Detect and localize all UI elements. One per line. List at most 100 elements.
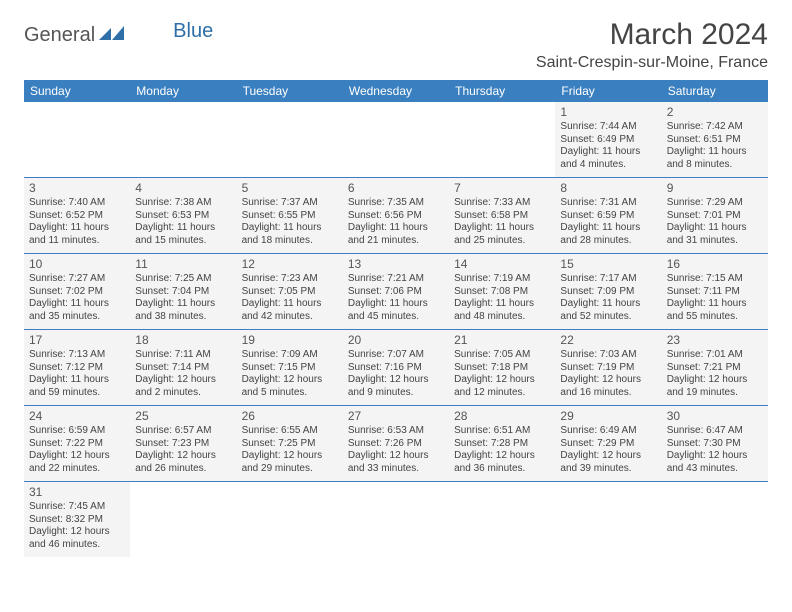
sunset-line: Sunset: 8:32 PM [29,514,125,527]
day-number: 27 [348,409,444,424]
calendar-cell-empty [130,482,236,558]
sunrise-line: Sunrise: 6:51 AM [454,425,550,438]
calendar-cell: 12Sunrise: 7:23 AMSunset: 7:05 PMDayligh… [237,254,343,330]
calendar-cell-empty [662,482,768,558]
daylight-line: Daylight: 11 hours and 21 minutes. [348,222,444,247]
sunrise-line: Sunrise: 7:03 AM [560,349,656,362]
daylight-line: Daylight: 11 hours and 52 minutes. [560,298,656,323]
day-number: 4 [135,181,231,196]
sunrise-line: Sunrise: 7:05 AM [454,349,550,362]
calendar-cell: 29Sunrise: 6:49 AMSunset: 7:29 PMDayligh… [555,406,661,482]
sunset-line: Sunset: 7:15 PM [242,362,338,375]
sunrise-line: Sunrise: 6:53 AM [348,425,444,438]
calendar-cell: 9Sunrise: 7:29 AMSunset: 7:01 PMDaylight… [662,178,768,254]
sunrise-line: Sunrise: 7:44 AM [560,121,656,134]
sunrise-line: Sunrise: 7:29 AM [667,197,763,210]
daylight-line: Daylight: 12 hours and 19 minutes. [667,374,763,399]
sunset-line: Sunset: 7:05 PM [242,286,338,299]
daylight-line: Daylight: 12 hours and 39 minutes. [560,450,656,475]
calendar-cell-empty [237,482,343,558]
sunset-line: Sunset: 6:59 PM [560,210,656,223]
sunrise-line: Sunrise: 6:49 AM [560,425,656,438]
calendar-cell: 4Sunrise: 7:38 AMSunset: 6:53 PMDaylight… [130,178,236,254]
day-number: 24 [29,409,125,424]
calendar-cell-empty [449,482,555,558]
daylight-line: Daylight: 11 hours and 4 minutes. [560,146,656,171]
daylight-line: Daylight: 11 hours and 15 minutes. [135,222,231,247]
daylight-line: Daylight: 12 hours and 12 minutes. [454,374,550,399]
day-number: 9 [667,181,763,196]
weekday-header: Saturday [662,80,768,102]
calendar-cell: 27Sunrise: 6:53 AMSunset: 7:26 PMDayligh… [343,406,449,482]
logo: General Blue [24,24,213,47]
day-number: 16 [667,257,763,272]
sunset-line: Sunset: 7:29 PM [560,438,656,451]
sunrise-line: Sunrise: 7:17 AM [560,273,656,286]
sunset-line: Sunset: 7:25 PM [242,438,338,451]
sunset-line: Sunset: 7:18 PM [454,362,550,375]
sunrise-line: Sunrise: 7:15 AM [667,273,763,286]
day-number: 20 [348,333,444,348]
calendar-cell: 26Sunrise: 6:55 AMSunset: 7:25 PMDayligh… [237,406,343,482]
calendar-cell: 16Sunrise: 7:15 AMSunset: 7:11 PMDayligh… [662,254,768,330]
weekday-header: Monday [130,80,236,102]
calendar-cell: 24Sunrise: 6:59 AMSunset: 7:22 PMDayligh… [24,406,130,482]
day-number: 1 [560,105,656,120]
sunrise-line: Sunrise: 7:35 AM [348,197,444,210]
sunset-line: Sunset: 6:49 PM [560,134,656,147]
daylight-line: Daylight: 11 hours and 31 minutes. [667,222,763,247]
sunset-line: Sunset: 7:22 PM [29,438,125,451]
day-number: 17 [29,333,125,348]
day-number: 3 [29,181,125,196]
day-number: 7 [454,181,550,196]
logo-text-general: General [24,24,95,47]
sunset-line: Sunset: 7:02 PM [29,286,125,299]
day-number: 19 [242,333,338,348]
daylight-line: Daylight: 12 hours and 46 minutes. [29,526,125,551]
day-number: 2 [667,105,763,120]
day-number: 21 [454,333,550,348]
sunset-line: Sunset: 7:19 PM [560,362,656,375]
sunset-line: Sunset: 7:26 PM [348,438,444,451]
sunset-line: Sunset: 7:28 PM [454,438,550,451]
sunset-line: Sunset: 7:14 PM [135,362,231,375]
calendar-cell: 20Sunrise: 7:07 AMSunset: 7:16 PMDayligh… [343,330,449,406]
calendar-cell: 28Sunrise: 6:51 AMSunset: 7:28 PMDayligh… [449,406,555,482]
weekday-header: Thursday [449,80,555,102]
day-number: 22 [560,333,656,348]
sunrise-line: Sunrise: 7:01 AM [667,349,763,362]
sunrise-line: Sunrise: 7:25 AM [135,273,231,286]
calendar-cell: 14Sunrise: 7:19 AMSunset: 7:08 PMDayligh… [449,254,555,330]
sunset-line: Sunset: 7:16 PM [348,362,444,375]
day-number: 8 [560,181,656,196]
daylight-line: Daylight: 11 hours and 55 minutes. [667,298,763,323]
day-number: 26 [242,409,338,424]
sunrise-line: Sunrise: 7:40 AM [29,197,125,210]
calendar-cell: 8Sunrise: 7:31 AMSunset: 6:59 PMDaylight… [555,178,661,254]
day-number: 23 [667,333,763,348]
month-title: March 2024 [536,18,768,52]
day-number: 18 [135,333,231,348]
daylight-line: Daylight: 11 hours and 11 minutes. [29,222,125,247]
sunrise-line: Sunrise: 7:09 AM [242,349,338,362]
title-block: March 2024 Saint-Crespin-sur-Moine, Fran… [536,18,768,72]
daylight-line: Daylight: 12 hours and 36 minutes. [454,450,550,475]
daylight-line: Daylight: 12 hours and 22 minutes. [29,450,125,475]
location: Saint-Crespin-sur-Moine, France [536,54,768,72]
daylight-line: Daylight: 11 hours and 45 minutes. [348,298,444,323]
sunrise-line: Sunrise: 7:23 AM [242,273,338,286]
header: General Blue March 2024 Saint-Crespin-su… [24,18,768,72]
calendar-cell: 21Sunrise: 7:05 AMSunset: 7:18 PMDayligh… [449,330,555,406]
calendar-cell: 17Sunrise: 7:13 AMSunset: 7:12 PMDayligh… [24,330,130,406]
day-number: 31 [29,485,125,500]
sunrise-line: Sunrise: 7:37 AM [242,197,338,210]
calendar-cell: 31Sunrise: 7:45 AMSunset: 8:32 PMDayligh… [24,482,130,558]
daylight-line: Daylight: 11 hours and 25 minutes. [454,222,550,247]
sunset-line: Sunset: 7:06 PM [348,286,444,299]
day-number: 6 [348,181,444,196]
sunrise-line: Sunrise: 6:55 AM [242,425,338,438]
calendar-cell-empty [237,102,343,178]
day-number: 30 [667,409,763,424]
calendar-cell: 22Sunrise: 7:03 AMSunset: 7:19 PMDayligh… [555,330,661,406]
daylight-line: Daylight: 12 hours and 5 minutes. [242,374,338,399]
